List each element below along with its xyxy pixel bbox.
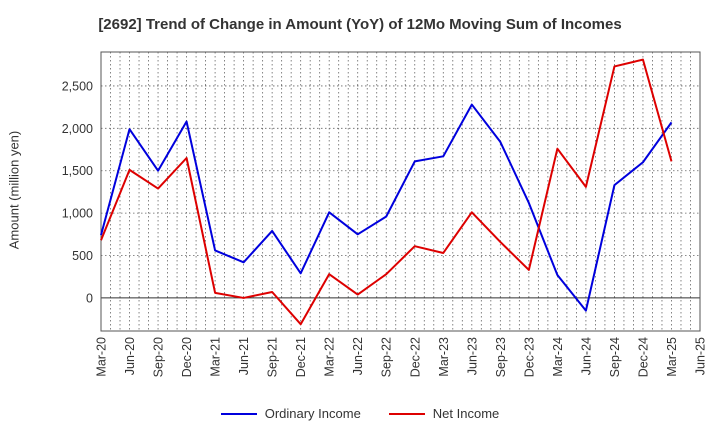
x-tick-label: Dec-23 <box>522 337 536 377</box>
legend-swatch-net-income <box>388 412 425 415</box>
x-tick-label: Dec-22 <box>408 337 422 377</box>
x-tick-label: Jun-21 <box>237 337 251 375</box>
chart-legend: Ordinary Income Net Income <box>0 406 720 421</box>
x-tick-label: Dec-20 <box>180 337 194 377</box>
x-tick-label: Jun-23 <box>465 337 479 375</box>
x-tick-label: Sep-22 <box>380 337 394 377</box>
x-tick-label: Jun-20 <box>123 337 137 375</box>
x-tick-label: Jun-24 <box>579 337 593 375</box>
y-tick-label: 1,500 <box>62 164 93 178</box>
y-tick-label: 500 <box>72 249 93 263</box>
x-tick-label: Sep-20 <box>152 337 166 377</box>
legend-swatch-ordinary-income <box>220 412 257 415</box>
x-tick-label: Mar-21 <box>209 337 223 377</box>
x-tick-label: Dec-24 <box>636 337 650 377</box>
series-line-ordinary-income <box>100 103 673 312</box>
x-tick-label: Mar-22 <box>323 337 337 377</box>
series-line-net-income <box>100 58 673 326</box>
x-tick-label: Sep-23 <box>494 337 508 377</box>
x-tick-label: Mar-23 <box>437 337 451 377</box>
chart-title: [2692] Trend of Change in Amount (YoY) o… <box>98 16 622 33</box>
y-tick-label: 2,000 <box>62 122 93 136</box>
x-tick-label: Mar-20 <box>95 337 109 377</box>
x-tick-label: Mar-24 <box>551 337 565 377</box>
legend-label-ordinary-income: Ordinary Income <box>264 406 361 421</box>
x-tick-label: Sep-21 <box>266 337 280 377</box>
x-tick-label: Mar-25 <box>665 337 679 377</box>
legend-item-net-income: Net Income <box>388 406 500 421</box>
x-tick-label: Dec-21 <box>294 337 308 377</box>
y-tick-label: 2,500 <box>62 79 93 93</box>
legend-label-net-income: Net Income <box>432 406 500 421</box>
y-tick-label: 0 <box>86 291 93 305</box>
plot-frame <box>100 51 701 332</box>
y-tick-label: 1,000 <box>62 207 93 221</box>
chart-plot: 0 500 1,000 1,500 2,000 2,500 Mar-20 Jun-20 Sep-… <box>62 51 708 377</box>
x-tick-label: Jun-22 <box>351 337 365 375</box>
x-tick-label: Jun-25 <box>694 337 708 375</box>
x-tick-label: Sep-24 <box>608 337 622 377</box>
legend-item-ordinary-income: Ordinary Income <box>220 406 361 421</box>
